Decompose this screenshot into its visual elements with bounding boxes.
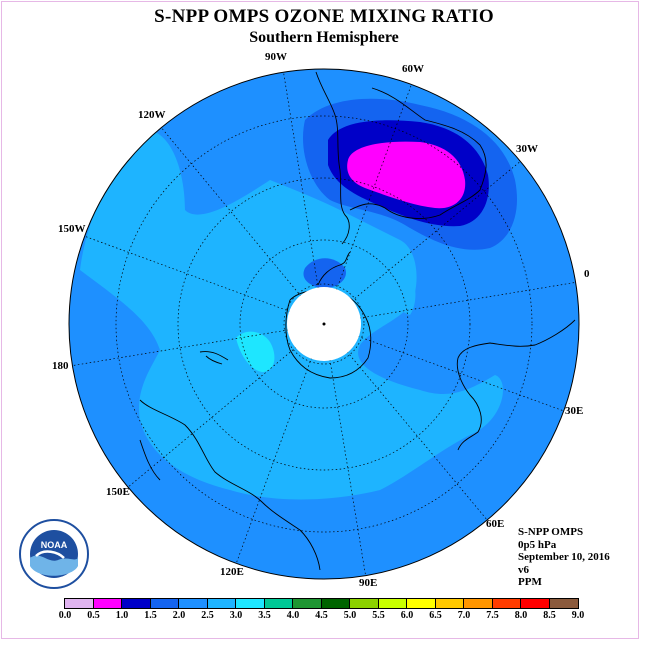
lon-label-120w: 120W <box>138 109 166 121</box>
colorbar-tick-label: 1.5 <box>144 610 157 621</box>
colorbar-swatch <box>350 599 379 608</box>
lon-label-120e: 120E <box>220 566 244 578</box>
ozone-field-3p0-b <box>353 231 416 315</box>
lon-label-30w: 30W <box>516 143 538 155</box>
colorbar-swatch <box>207 599 236 608</box>
colorbar-tick-label: 1.0 <box>115 610 129 621</box>
colorbar-tick-label: 4.0 <box>286 610 300 621</box>
colorbar-tick-label: 5.0 <box>343 610 357 621</box>
colorbar-swatch <box>264 599 293 608</box>
lon-label-30e: 30E <box>565 405 584 417</box>
noaa-logo-text: NOAA <box>41 540 68 550</box>
colorbar-swatch <box>293 599 322 608</box>
map-title: S-NPP OMPS OZONE MIXING RATIO <box>154 6 494 27</box>
colorbar-tick-label: 6.5 <box>429 610 442 621</box>
lon-label-0: 0 <box>584 268 590 280</box>
colorbar-swatch <box>378 599 407 608</box>
colorbar-tick-label: 2.0 <box>172 610 186 621</box>
colorbar-tick-label: 0.5 <box>87 610 100 621</box>
colorbar-swatch <box>122 599 151 608</box>
colorbar <box>64 598 579 609</box>
colorbar-swatch <box>435 599 464 608</box>
colorbar-swatch <box>150 599 179 608</box>
lon-label-90e: 90E <box>359 577 378 589</box>
colorbar-tick-label: 3.0 <box>229 610 243 621</box>
south-pole-marker <box>322 322 326 326</box>
colorbar-swatch <box>65 599 94 608</box>
colorbar-tick-label: 8.0 <box>514 610 528 621</box>
info-units: PPM <box>518 576 542 588</box>
info-level: 0p5 hPa <box>518 538 557 551</box>
colorbar-tick-label: 4.5 <box>315 610 328 621</box>
info-date: September 10, 2016 <box>518 551 610 563</box>
noaa-logo: NOAA <box>19 519 89 589</box>
colorbar-swatch <box>179 599 208 608</box>
colorbar-tick-label: 5.5 <box>372 610 385 621</box>
colorbar-swatch <box>407 599 436 608</box>
colorbar-tick-label: 9.0 <box>571 610 585 621</box>
colorbar-swatch <box>236 599 265 608</box>
colorbar-tick-label: 2.5 <box>201 610 214 621</box>
lon-label-180: 180 <box>52 360 69 372</box>
figure-frame <box>1 1 639 639</box>
info-instrument: S-NPP OMPS <box>518 526 584 538</box>
colorbar-tick-label: 0.0 <box>58 610 72 621</box>
map-subtitle: Southern Hemisphere <box>249 29 399 46</box>
lon-label-90w: 90W <box>265 51 287 63</box>
colorbar-swatch <box>492 599 521 608</box>
lon-label-150w: 150W <box>58 223 86 235</box>
lon-label-60e: 60E <box>486 518 505 530</box>
ozone-field-2p0-b <box>303 258 346 289</box>
colorbar-swatch <box>321 599 350 608</box>
colorbar-swatch <box>93 599 122 608</box>
colorbar-tick-label: 6.0 <box>400 610 414 621</box>
latitude-circles <box>115 115 533 533</box>
colorbar-tick-label: 8.5 <box>543 610 556 621</box>
lon-label-150e: 150E <box>106 486 130 498</box>
colorbar-swatch <box>521 599 550 608</box>
lon-label-60w: 60W <box>402 63 424 75</box>
product-info: S-NPP OMPS 0p5 hPa September 10, 2016 v6… <box>518 526 610 589</box>
colorbar-tick-label: 3.5 <box>258 610 271 621</box>
map-boundary <box>68 68 580 580</box>
ozone-field-3p0-c <box>243 193 286 221</box>
colorbar-swatch <box>464 599 493 608</box>
ozone-field-3p5 <box>236 331 275 372</box>
colorbar-tick-label: 7.0 <box>457 610 471 621</box>
info-version: v6 <box>518 563 529 576</box>
ozone-field-1p0 <box>347 141 466 209</box>
colorbar-swatch <box>549 599 578 608</box>
colorbar-tick-label: 7.5 <box>486 610 499 621</box>
